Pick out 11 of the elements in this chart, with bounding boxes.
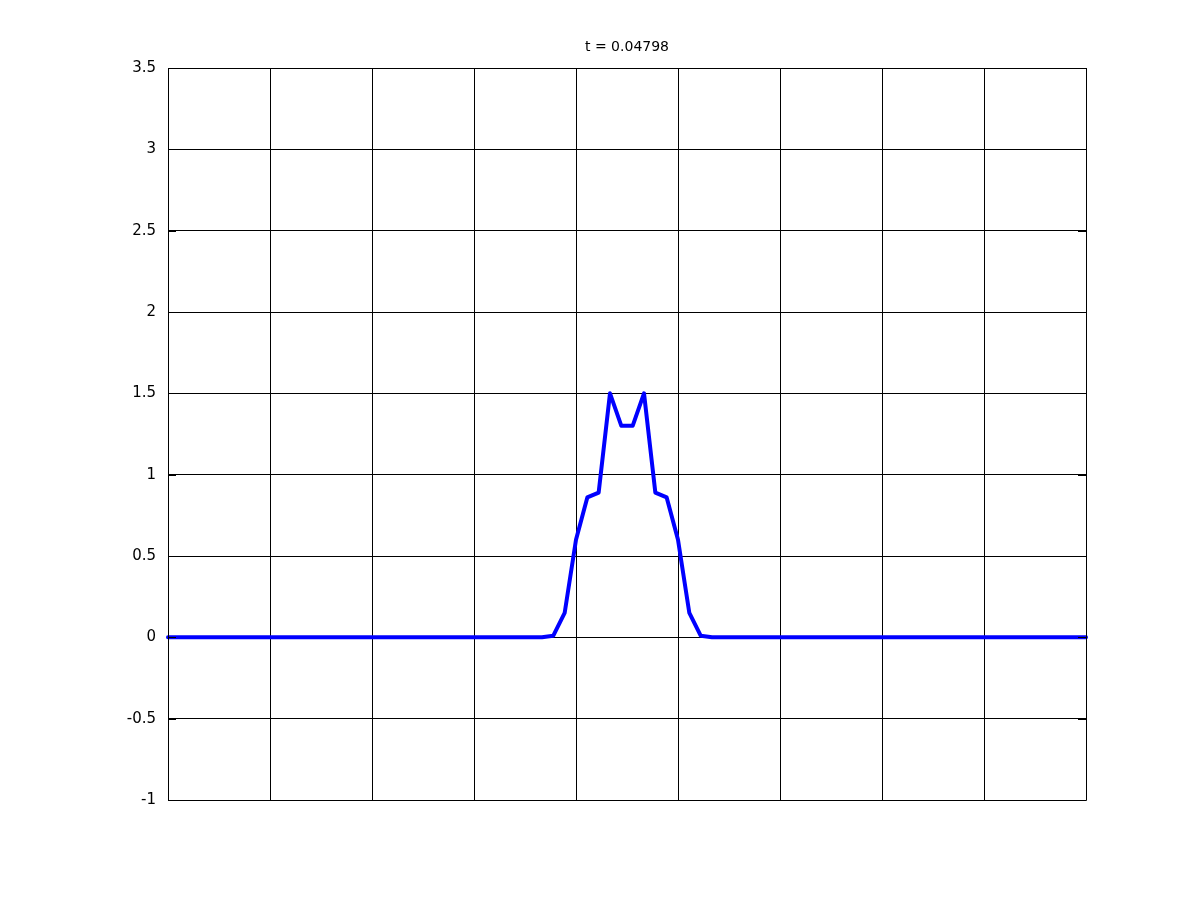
- y-tick-label: 2: [146, 301, 156, 320]
- y-tick-label: 3: [146, 139, 156, 158]
- chart-title: t = 0.04798: [584, 37, 670, 54]
- y-tick-label: 1: [146, 464, 156, 483]
- y-tick-label: 0: [146, 627, 156, 646]
- y-tick-label: 2.5: [132, 220, 156, 239]
- y-tick-label: 1.5: [132, 383, 156, 402]
- y-tick-label: -1: [141, 789, 156, 808]
- y-tick-label: 0.5: [132, 545, 156, 564]
- y-tick-label: -0.5: [126, 708, 156, 727]
- y-tick-label: 3.5: [132, 57, 156, 76]
